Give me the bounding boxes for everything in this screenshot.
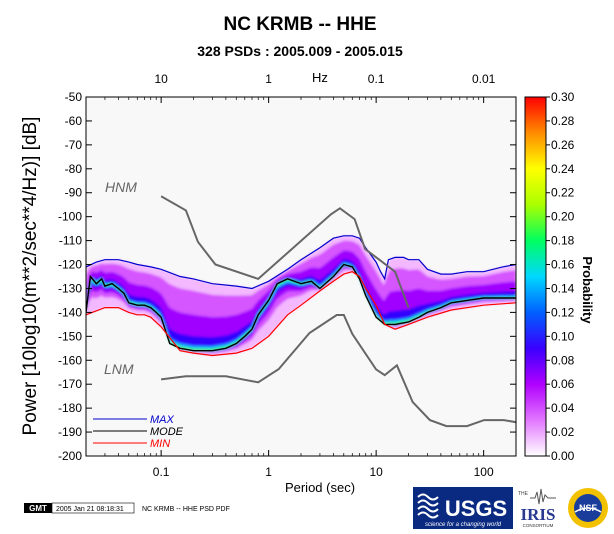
series-mode-line	[86, 263, 516, 352]
legend-max-label: MAX	[150, 414, 175, 426]
x-axis-label: Period (sec)	[285, 480, 355, 495]
x-tick-label: 100	[474, 465, 494, 479]
y-axis-label: Power [10log10(m**2/sec**4/Hz)] [dB]	[20, 117, 41, 436]
y-tick-label: -80	[65, 162, 83, 176]
statistic-curves	[86, 235, 516, 357]
lnm-model-line	[160, 314, 516, 428]
gmt-stamp: GMT 2005 Jan 21 08:18:31	[24, 502, 135, 514]
y-tick-label: -70	[65, 138, 83, 152]
y-tick-label: -180	[58, 401, 82, 415]
legend-mode-label: MODE	[150, 426, 184, 438]
series-max-line	[86, 235, 516, 290]
y-tick-label: -90	[65, 186, 83, 200]
series-min-line	[86, 271, 516, 357]
colorbar-tick-label: 0.18	[551, 234, 575, 248]
usgs-tagline: science for a changing world	[425, 522, 502, 528]
colorbar-tick-label: 0.24	[551, 162, 575, 176]
top-tick-label: 1	[265, 72, 272, 86]
colorbar-tick-label: 0.04	[551, 401, 575, 415]
y-tick-label: -130	[58, 281, 82, 295]
y-tick-label: -200	[58, 449, 82, 463]
hnm-model-line	[160, 195, 410, 308]
chart-title: NC KRMB -- HHE	[223, 14, 376, 35]
x-tick-label: 1	[265, 465, 272, 479]
colorbar: 0.00 0.02 0.04 0.06 0.08 0.10 0.12 0.14 0.16 0.18…	[524, 90, 595, 463]
lnm-label: LNM	[104, 361, 134, 377]
y-tick-label: -170	[58, 377, 82, 391]
usgs-logo: USGS science for a changing world	[413, 487, 513, 529]
top-tick-label: 10	[154, 72, 168, 86]
y-tick-label: -150	[58, 329, 82, 343]
colorbar-tick-label: 0.22	[551, 186, 575, 200]
gmt-badge-text: GMT	[29, 504, 47, 513]
y-tick-label: -120	[58, 258, 82, 272]
colorbar-tick-label: 0.12	[551, 305, 575, 319]
y-tick-label: -140	[58, 305, 82, 319]
iris-consortium: CONSORTIUM	[523, 523, 554, 528]
colorbar-tick-label: 0.14	[551, 281, 575, 295]
iris-logo: THE IRIS CONSORTIUM	[518, 488, 556, 528]
colorbar-gradient	[525, 97, 546, 456]
colorbar-tick-label: 0.20	[551, 210, 575, 224]
top-tick-label: 0.1	[368, 72, 385, 86]
colorbar-tick-label: 0.06	[551, 377, 575, 391]
nsf-text: NSF	[579, 503, 598, 513]
seismogram-icon	[530, 488, 556, 505]
top-tick-label: 0.01	[472, 72, 496, 86]
gmt-badge	[24, 503, 52, 513]
legend: MAX MODE MIN	[93, 414, 184, 450]
y-tick-label: -190	[58, 425, 82, 439]
footer-caption: NC KRMB -- HHE PSD PDF	[142, 506, 230, 513]
y-tick-label: -160	[58, 353, 82, 367]
colorbar-tick-label: 0.30	[551, 90, 575, 104]
colorbar-tick-label: 0.16	[551, 258, 575, 272]
y-tick-label: -100	[58, 210, 82, 224]
y-axis: -50 -60 -70 -80 -90 -100 -110 -120 -130 -140 -150 -…	[58, 90, 516, 463]
noise-models	[160, 195, 516, 428]
colorbar-tick-label: 0.08	[551, 353, 575, 367]
density-bands	[86, 235, 516, 356]
x-tick-label: 10	[369, 465, 383, 479]
usgs-wave-icon	[417, 493, 439, 519]
colorbar-frame	[524, 96, 547, 457]
nsf-logo: NSF	[568, 488, 608, 528]
x-tick-label: 0.1	[153, 465, 170, 479]
colorbar-axis: 0.00 0.02 0.04 0.06 0.08 0.10 0.12 0.14 0.16 0.18…	[546, 90, 575, 463]
density-band-2	[86, 250, 516, 353]
legend-min-label: MIN	[150, 438, 170, 450]
iris-text: IRIS	[521, 505, 556, 524]
colorbar-tick-label: 0.00	[551, 449, 575, 463]
x-axis: 0.1 1 10 100	[85, 450, 517, 479]
colorbar-tick-label: 0.28	[551, 114, 575, 128]
iris-the: THE	[518, 491, 529, 497]
y-tick-label: -110	[59, 234, 82, 248]
y-tick-label: -50	[65, 90, 83, 104]
timestamp-box	[51, 502, 135, 514]
y-tick-label: -60	[65, 114, 83, 128]
colorbar-tick-label: 0.02	[551, 425, 575, 439]
chart-subtitle: 328 PSDs : 2005.009 - 2005.015	[197, 43, 403, 59]
colorbar-tick-label: 0.26	[551, 138, 575, 152]
usgs-text: USGS	[445, 496, 507, 521]
colorbar-label: Probability	[580, 256, 595, 324]
pdf-density	[86, 235, 516, 356]
timestamp: 2005 Jan 21 08:18:31	[56, 506, 124, 513]
density-band-3	[86, 258, 516, 352]
hnm-label: HNM	[105, 179, 137, 195]
top-axis-label: Hz	[312, 70, 328, 85]
top-axis: 10 1 0.1 0.01	[85, 72, 517, 103]
colorbar-tick-label: 0.10	[551, 329, 575, 343]
